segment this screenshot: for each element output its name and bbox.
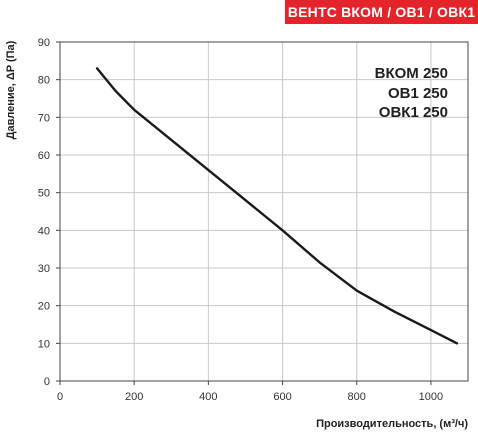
y-tick-label: 30 <box>38 263 50 275</box>
x-tick-label: 1000 <box>419 391 443 403</box>
x-tick-label: 600 <box>273 391 291 403</box>
y-tick-label: 80 <box>38 75 50 87</box>
model-label-ov1: ОВ1 250 <box>387 85 448 102</box>
y-axis-title: Давление, ΔP (Па) <box>5 40 17 139</box>
y-tick-label: 90 <box>38 37 50 49</box>
model-label-ovk1: ОВК1 250 <box>378 104 448 121</box>
performance-curve <box>95 67 459 345</box>
x-tick-label: 400 <box>199 391 217 403</box>
y-tick-label: 0 <box>44 376 50 388</box>
y-tick-label: 10 <box>38 338 50 350</box>
y-tick-label: 60 <box>38 150 50 162</box>
x-tick-label: 800 <box>348 391 366 403</box>
model-label-vkom: ВКОМ 250 <box>374 65 448 82</box>
y-tick-label: 20 <box>38 301 50 313</box>
product-banner: ВЕНТС ВКОМ / ОВ1 / ОВК1 <box>285 0 478 24</box>
plot-frame <box>59 41 469 382</box>
y-tick-label: 40 <box>38 225 50 237</box>
x-tick-label: 200 <box>125 391 143 403</box>
y-tick-label: 50 <box>38 188 50 200</box>
series-layer <box>95 67 459 345</box>
y-tick-label: 70 <box>38 112 50 124</box>
x-axis-title: Производительность, (м³/ч) <box>316 418 468 430</box>
tick-labels: 0 10 20 30 40 50 60 70 80 90 0 200 400 600 800 1000 <box>38 37 443 403</box>
x-tick-label: 0 <box>57 391 63 403</box>
axes <box>56 41 469 385</box>
